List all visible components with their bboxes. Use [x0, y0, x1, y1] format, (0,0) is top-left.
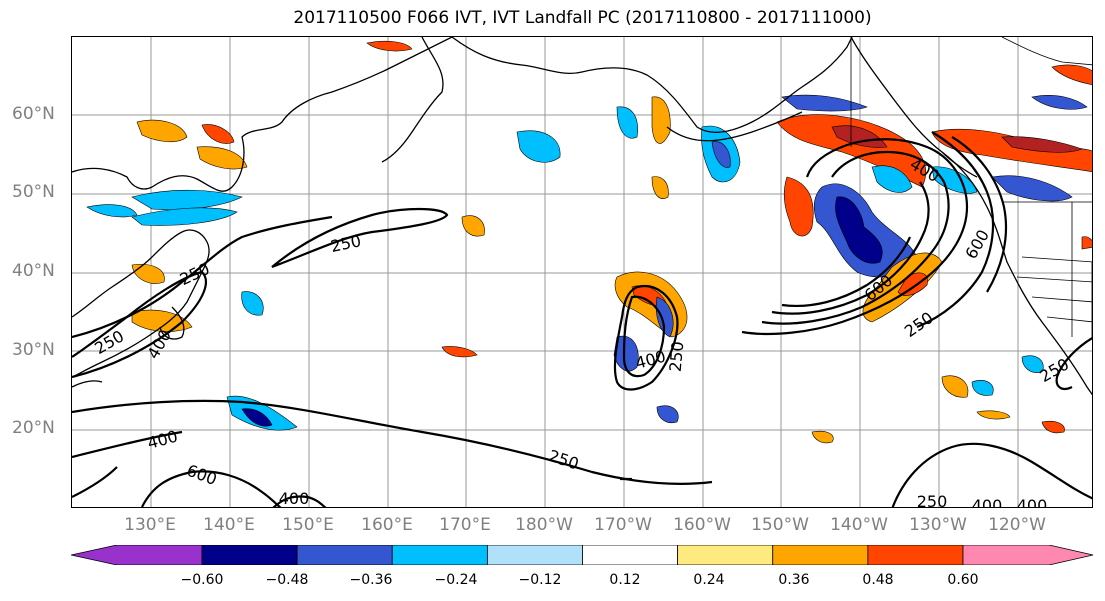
lon-label: 170°E: [439, 515, 491, 535]
map-svg: 250 250 400 250 400 600 250 250 400 600 …: [72, 37, 1092, 508]
lon-label: 140°W: [830, 515, 888, 535]
lon-label: 150°W: [751, 515, 809, 535]
lat-label: 30°N: [12, 340, 55, 360]
colorbar-segment: [201, 545, 298, 565]
lat-label: 50°N: [12, 182, 55, 202]
colorbar: [71, 545, 1094, 565]
contour-label: 400: [279, 489, 310, 508]
contour-label: 250: [666, 340, 688, 372]
lon-label: 140°E: [203, 515, 255, 535]
contour-label: 250: [329, 231, 363, 256]
contour-label: 250: [917, 492, 948, 508]
ivt-contours: [72, 131, 1092, 507]
colorbar-segment: [677, 545, 774, 565]
colorbar-tick: 0.36: [778, 572, 810, 588]
colorbar-tick: −0.12: [518, 572, 562, 588]
lat-label: 60°N: [12, 104, 55, 124]
contour-label: 250: [91, 326, 127, 358]
colorbar-extend-min: [71, 545, 203, 565]
political-borders: [850, 37, 1092, 337]
colorbar-segment: [296, 545, 393, 565]
lon-label: 170°W: [594, 515, 652, 535]
contour-label: 250: [177, 259, 213, 289]
colorbar-segment: [486, 545, 583, 565]
colorbar-extend-max: [962, 545, 1094, 565]
colorbar-tick: 0.60: [947, 572, 979, 588]
contour-labels: 250 250 400 250 400 600 250 250 400 600 …: [91, 154, 1072, 508]
graticule: [72, 37, 1092, 507]
lon-label: 160°W: [673, 515, 731, 535]
colorbar-segment: [867, 545, 964, 565]
colorbar-segment: [772, 545, 869, 565]
coastlines: [72, 37, 1092, 396]
map-title: 2017110500 F066 IVT, IVT Landfall PC (20…: [293, 8, 872, 28]
contour-label: 400: [1017, 496, 1048, 508]
colorbar-segment: [582, 545, 679, 565]
lat-label: 20°N: [12, 418, 55, 438]
lon-label: 150°E: [282, 515, 334, 535]
contour-label: 250: [546, 446, 581, 474]
contour-label: 600: [184, 461, 219, 489]
colorbar-tick: 0.24: [693, 572, 725, 588]
colorbar-segment: [391, 545, 488, 565]
lon-label: 130°W: [909, 515, 967, 535]
lon-label: 180°W: [515, 515, 573, 535]
colorbar-tick: −0.24: [434, 572, 478, 588]
lat-label: 40°N: [12, 261, 55, 281]
contour-label: 400: [972, 496, 1003, 508]
colorbar-tick: 0.48: [862, 572, 894, 588]
colorbar-tick: −0.48: [265, 572, 309, 588]
shaded-anomalies: [86, 40, 1092, 444]
lon-label: 160°E: [361, 515, 413, 535]
map-panel: 250 250 400 250 400 600 250 250 400 600 …: [71, 36, 1093, 508]
lon-label: 120°W: [988, 515, 1046, 535]
colorbar-tick: −0.60: [180, 572, 224, 588]
colorbar-tick: −0.36: [349, 572, 393, 588]
lon-label: 130°E: [124, 515, 176, 535]
colorbar-tick: 0.12: [609, 572, 641, 588]
contour-label: 250: [901, 308, 937, 341]
